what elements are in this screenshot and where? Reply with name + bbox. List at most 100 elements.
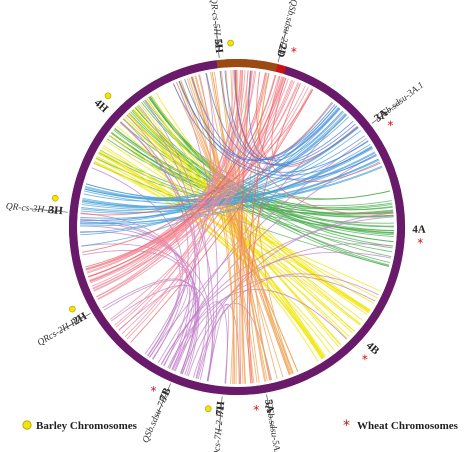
chromosome-2d-label: 2D	[274, 43, 289, 59]
synteny-link	[102, 278, 195, 372]
synteny-link	[144, 74, 211, 355]
synteny-link	[91, 70, 244, 287]
synteny-link	[194, 75, 235, 384]
synteny-link	[84, 107, 340, 199]
synteny-link	[95, 158, 335, 351]
qtl-pointer	[31, 208, 68, 213]
qtl-pointer	[371, 101, 401, 124]
synteny-link	[173, 83, 299, 372]
synteny-link	[184, 78, 336, 161]
synteny-link	[122, 118, 196, 371]
synteny-link	[130, 89, 314, 343]
legend-wheat: * Wheat Chromosomes	[343, 418, 459, 434]
synteny-link	[91, 167, 183, 358]
synteny-link	[219, 70, 340, 160]
synteny-link	[241, 72, 267, 384]
qtl-pointer	[156, 383, 171, 417]
qtl-label: QSb.sdsu-7B.1	[141, 389, 172, 445]
synteny-link	[87, 72, 266, 278]
chromosome-4h-label: 4H	[92, 97, 111, 116]
synteny-link	[90, 78, 289, 284]
synteny-link	[110, 284, 209, 380]
wheat-marker-icon: *	[417, 236, 423, 250]
qtl-label: QRcs-2H-P7	[36, 314, 84, 348]
synteny-link	[85, 152, 376, 202]
synteny-link	[85, 151, 376, 200]
wheat-marker-icon: *	[362, 352, 368, 366]
synteny-link	[96, 77, 287, 298]
qtl-label: QR-cs-3H-P1	[5, 202, 58, 217]
synteny-link	[191, 76, 369, 173]
qtl-pointer	[215, 22, 220, 58]
synteny-link	[80, 143, 371, 225]
synteny-link	[118, 284, 188, 360]
wheat-marker-icon: *	[150, 384, 156, 398]
synteny-link	[246, 75, 281, 384]
qtl-pointer	[266, 394, 274, 430]
synteny-link	[109, 80, 294, 320]
synteny-link	[178, 81, 284, 378]
synteny-link	[80, 89, 313, 216]
synteny-link	[211, 71, 293, 375]
legend-barley: Barley Chromosomes	[22, 420, 138, 432]
synteny-link	[81, 74, 277, 253]
synteny-link	[94, 160, 325, 359]
wheat-marker-icon: *	[387, 118, 393, 132]
synteny-link	[181, 243, 393, 375]
wheat-marker-icon: *	[343, 418, 350, 434]
synteny-link	[121, 88, 312, 335]
synteny-link	[220, 70, 291, 375]
synteny-link	[80, 146, 373, 213]
synteny-link	[119, 121, 201, 375]
synteny-link	[224, 70, 356, 166]
synteny-link	[213, 71, 240, 384]
barley-marker-icon	[51, 194, 59, 202]
legend-barley-label: Barley Chromosomes	[36, 420, 138, 432]
synteny-link	[93, 72, 268, 292]
synteny-link	[239, 70, 252, 384]
synteny-link	[102, 145, 350, 338]
synteny-link	[115, 76, 283, 328]
chromosome-7h-label: 7H	[214, 400, 227, 415]
qtl-label: Qcs-7H-2-P1	[212, 406, 226, 452]
synteny-link	[155, 92, 371, 311]
synteny-link	[80, 231, 213, 382]
synteny-link	[172, 83, 377, 180]
synteny-link	[80, 225, 199, 376]
synteny-link	[101, 146, 319, 362]
qtl-label: QR-cs-5H-11	[208, 0, 223, 48]
synteny-link	[205, 72, 354, 165]
synteny-link	[82, 147, 374, 208]
synteny-link	[85, 85, 306, 271]
synteny-link	[160, 216, 394, 365]
chromosome-5h-label: 5H	[212, 38, 225, 54]
qtl-pointer	[218, 396, 223, 433]
wheat-marker-icon: *	[291, 45, 297, 59]
synteny-link	[92, 70, 246, 290]
chromosome-ring	[69, 59, 405, 395]
synteny-link	[219, 70, 266, 382]
qtl-label: QSb.sdsu-5A.1	[263, 401, 283, 452]
synteny-link	[178, 80, 338, 162]
chromosome-4a-label: 4A	[412, 224, 426, 236]
qtl-pointer	[59, 312, 91, 332]
synteny-link	[111, 131, 325, 358]
synteny-link	[119, 122, 341, 346]
chromosome-3h-label: 3H	[48, 204, 63, 217]
synteny-link	[249, 83, 301, 384]
synteny-link	[109, 135, 394, 233]
synteny-link	[85, 79, 293, 271]
chromosome-7b-label: 7B	[157, 385, 173, 402]
chromosome-5a-label: 5A	[262, 398, 276, 413]
synteny-link	[191, 76, 253, 384]
synteny-link	[85, 76, 285, 268]
synteny-link	[187, 212, 394, 377]
chromosome-7h-arc	[69, 60, 405, 395]
synteny-link	[130, 111, 390, 267]
synteny-link	[234, 70, 359, 167]
legend-wheat-label: Wheat Chromosomes	[357, 420, 459, 432]
synteny-link	[103, 279, 198, 374]
barley-marker-icon	[104, 92, 112, 100]
